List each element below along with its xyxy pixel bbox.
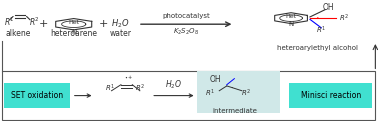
Text: photocatalyst: photocatalyst (163, 13, 210, 19)
Text: heteroarylethyl alcohol: heteroarylethyl alcohol (277, 45, 358, 51)
Text: $H_2O$: $H_2O$ (165, 78, 183, 91)
Text: $R^1$: $R^1$ (205, 87, 215, 99)
Text: $K_2S_2O_8$: $K_2S_2O_8$ (174, 26, 199, 37)
FancyBboxPatch shape (2, 71, 375, 120)
Text: Het: Het (68, 20, 79, 26)
Text: intermediate: intermediate (212, 108, 257, 114)
Text: $^{•+}$: $^{•+}$ (124, 76, 133, 82)
Text: alkene: alkene (5, 29, 31, 38)
Text: $R^2$: $R^2$ (135, 83, 145, 94)
Text: $R^2$: $R^2$ (241, 87, 251, 99)
FancyBboxPatch shape (289, 83, 372, 108)
FancyBboxPatch shape (4, 83, 70, 108)
Text: OH: OH (210, 75, 221, 84)
FancyBboxPatch shape (197, 71, 280, 113)
Text: $R^1$: $R^1$ (316, 25, 326, 36)
Text: water: water (109, 29, 131, 38)
Text: Minisci reaction: Minisci reaction (301, 91, 361, 100)
Text: $R^1$: $R^1$ (105, 83, 115, 94)
Text: OH: OH (323, 3, 335, 12)
Text: heteroarene: heteroarene (50, 29, 97, 38)
Text: Het: Het (285, 14, 297, 19)
Text: ·: · (316, 13, 319, 23)
Text: $R^1$: $R^1$ (4, 16, 15, 28)
Text: $R^2$: $R^2$ (29, 16, 39, 28)
Text: $R^2$: $R^2$ (339, 12, 349, 24)
Text: N: N (288, 21, 294, 27)
Text: ·: · (231, 83, 234, 93)
Text: $H_2O$: $H_2O$ (111, 18, 130, 30)
Text: N: N (71, 29, 76, 35)
Text: +: + (39, 19, 48, 29)
Text: SET oxidation: SET oxidation (11, 91, 63, 100)
Text: +: + (99, 19, 108, 29)
